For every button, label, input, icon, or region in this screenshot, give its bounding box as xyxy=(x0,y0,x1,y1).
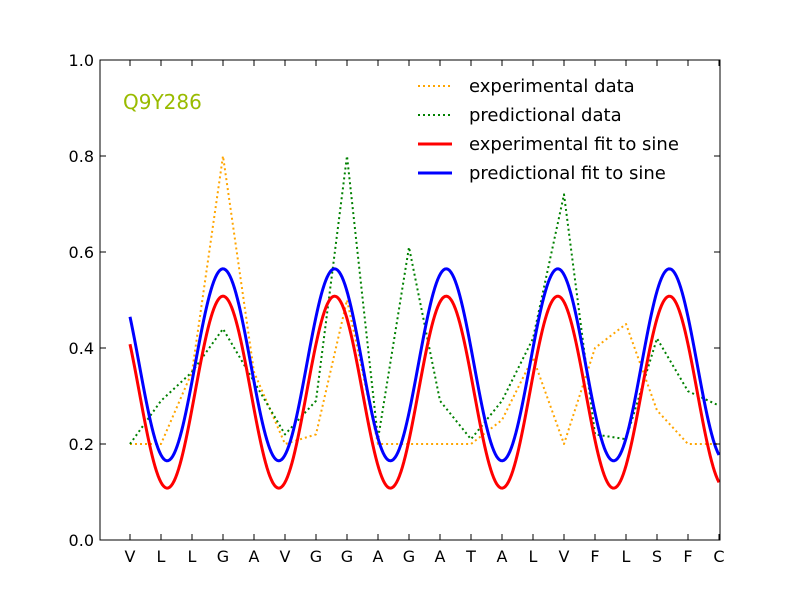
x-tick-label: L xyxy=(529,547,538,566)
x-tick-label: V xyxy=(559,547,570,566)
legend-item: predictional data xyxy=(418,105,622,126)
x-tick-label: T xyxy=(465,547,476,566)
y-tick-label: 0.4 xyxy=(69,339,94,358)
x-tick-label: L xyxy=(157,547,166,566)
legend: experimental data predictional data experi… xyxy=(418,76,679,184)
x-tick-label: G xyxy=(217,547,229,566)
x-tick-label: G xyxy=(341,547,353,566)
x-tick-label: L xyxy=(188,547,197,566)
x-tick-label: A xyxy=(373,547,384,566)
ticks-layer: 0.00.20.40.60.81.0V L L G A V G G A G A T A L V F L S F C xyxy=(69,51,725,566)
y-tick-label: 1.0 xyxy=(69,51,94,70)
legend-label: predictional fit to sine xyxy=(469,163,666,184)
x-tick-label: G xyxy=(310,547,322,566)
x-tick-label: V xyxy=(125,547,136,566)
series-experimental-fit-to-sine xyxy=(128,294,721,490)
legend-item: experimental data xyxy=(418,76,635,97)
x-tick-label: A xyxy=(497,547,508,566)
x-tick-label: G xyxy=(403,547,415,566)
plot-frame xyxy=(99,59,721,541)
legend-label: experimental fit to sine xyxy=(469,134,679,155)
y-tick-label: 0.8 xyxy=(69,147,94,166)
x-tick-label: F xyxy=(683,547,692,566)
legend-label: experimental data xyxy=(469,76,635,97)
x-tick-label: A xyxy=(249,547,260,566)
legend-label: predictional data xyxy=(469,105,622,126)
x-tick-label: L xyxy=(622,547,631,566)
legend-item: experimental fit to sine xyxy=(418,134,679,155)
y-tick-label: 0.0 xyxy=(69,531,94,550)
series-predictional-fit-to-sine xyxy=(128,267,721,463)
x-tick-label: F xyxy=(590,547,599,566)
chart-annotation: Q9Y286 xyxy=(123,90,202,114)
x-tick-label: A xyxy=(435,547,446,566)
x-tick-label: C xyxy=(713,547,724,566)
x-tick-label: V xyxy=(280,547,291,566)
x-tick-label: S xyxy=(652,547,662,566)
legend-item: predictional fit to sine xyxy=(418,163,666,184)
series-predictional-data xyxy=(129,155,720,445)
y-tick-label: 0.2 xyxy=(69,435,94,454)
y-tick-label: 0.6 xyxy=(69,243,94,262)
series-layer xyxy=(128,155,721,490)
